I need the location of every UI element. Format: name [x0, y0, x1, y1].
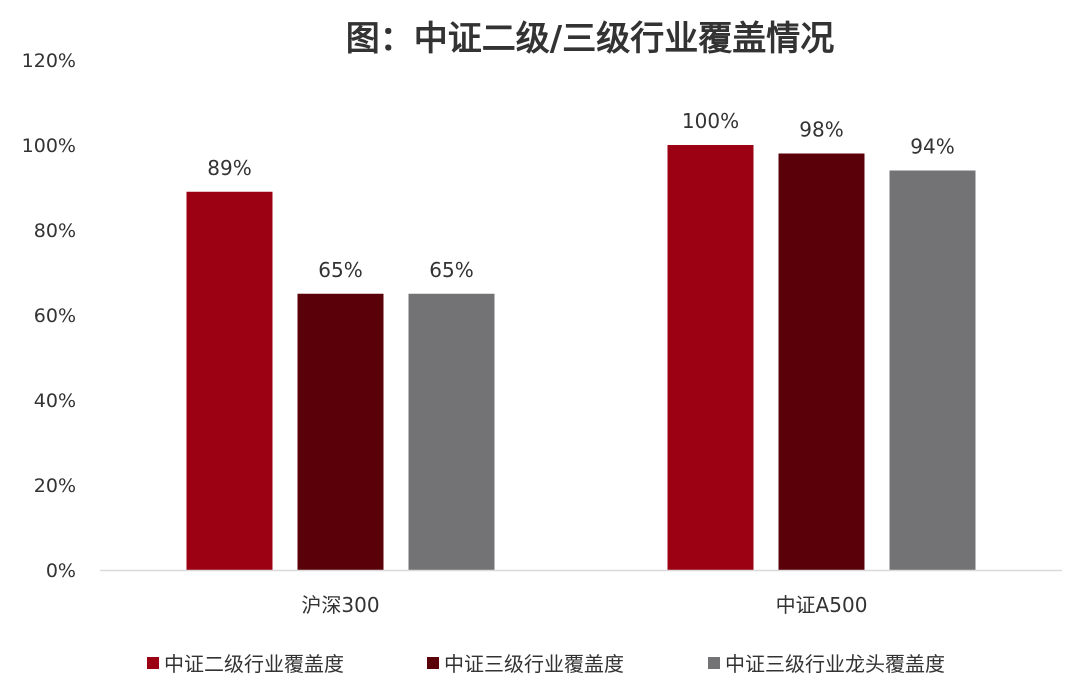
legend-label: 中证三级行业覆盖度: [444, 652, 624, 676]
bars: 89% 65% 65% 100% 98% 94%: [186, 109, 976, 570]
legend-swatch: [427, 657, 439, 669]
x-axis: 沪深300 中证A500: [100, 569, 1062, 617]
bar: [778, 153, 865, 570]
data-label: 98%: [799, 118, 843, 142]
bar: [889, 170, 976, 570]
data-label: 65%: [429, 258, 473, 282]
chart-title: 图：中证二级/三级行业覆盖情况: [346, 19, 834, 59]
legend-label: 中证三级行业龙头覆盖度: [725, 652, 945, 676]
y-tick-label: 100%: [22, 135, 76, 157]
data-label: 94%: [910, 135, 954, 159]
data-label: 89%: [207, 156, 251, 180]
bar: [297, 293, 384, 570]
y-tick-label: 120%: [22, 50, 76, 72]
bar: [408, 293, 495, 570]
y-tick-label: 80%: [34, 220, 76, 242]
legend-swatch: [708, 657, 720, 669]
legend-label: 中证二级行业覆盖度: [164, 652, 344, 676]
y-axis: 0% 20% 40% 60% 80% 100% 120%: [22, 50, 76, 582]
y-tick-label: 0%: [46, 560, 76, 582]
y-tick-label: 40%: [34, 390, 76, 412]
legend-swatch: [147, 657, 159, 669]
data-label: 100%: [682, 109, 739, 133]
bar: [186, 191, 273, 570]
legend: 中证二级行业覆盖度 中证三级行业覆盖度 中证三级行业龙头覆盖度: [147, 652, 945, 676]
bar: [667, 145, 754, 570]
x-tick-label: 沪深300: [301, 593, 379, 617]
data-label: 65%: [318, 258, 362, 282]
y-tick-label: 20%: [34, 475, 76, 497]
y-tick-label: 60%: [34, 305, 76, 327]
x-tick-label: 中证A500: [776, 593, 868, 617]
